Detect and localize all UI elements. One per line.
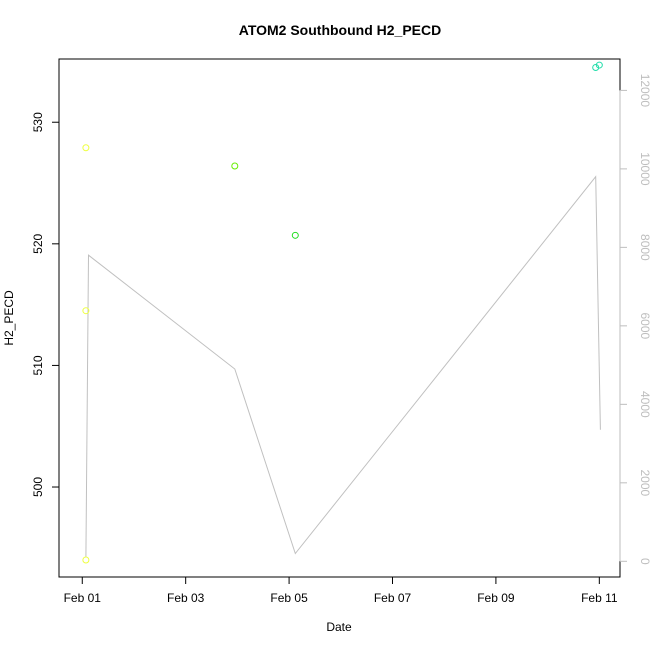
data-point xyxy=(231,162,239,170)
y-tick-label: 520 xyxy=(31,233,45,253)
y2-tick-label: 8000 xyxy=(638,234,650,261)
x-tick-label: Feb 09 xyxy=(477,591,515,605)
y2-tick-label: 0 xyxy=(638,558,650,565)
y-axis-left: 500 510 520 530 xyxy=(31,112,60,497)
x-axis-label: Date xyxy=(326,620,352,634)
y-tick-label: 510 xyxy=(31,355,45,375)
data-point xyxy=(82,144,90,152)
data-point xyxy=(592,64,600,72)
data-point xyxy=(82,307,90,315)
x-axis: Feb 01 Feb 03 Feb 05 Feb 07 Feb 09 Feb 11 xyxy=(64,576,618,605)
y2-tick-label: 4000 xyxy=(638,391,650,418)
y-axis-label: H2_PECD xyxy=(2,290,16,346)
series-line-layer xyxy=(85,175,601,558)
data-point xyxy=(82,556,90,564)
x-tick-label: Feb 05 xyxy=(270,591,308,605)
x-tick-label: Feb 03 xyxy=(167,591,205,605)
data-point xyxy=(291,231,299,239)
plot-frame xyxy=(58,58,621,578)
chart-title: ATOM2 Southbound H2_PECD xyxy=(239,22,441,38)
data-point xyxy=(595,61,603,69)
y-tick-label: 530 xyxy=(31,112,45,132)
y-tick-label: 500 xyxy=(31,477,45,497)
x-tick-label: Feb 07 xyxy=(374,591,412,605)
y2-tick-label: 2000 xyxy=(638,469,650,496)
y2-tick-label: 10000 xyxy=(638,152,650,186)
y-axis-right: 0 2000 4000 6000 8000 10000 12000 xyxy=(619,74,650,565)
series-points-layer xyxy=(82,61,603,564)
series-line xyxy=(85,175,601,558)
y2-tick-label: 6000 xyxy=(638,312,650,339)
x-tick-label: Feb 11 xyxy=(581,591,618,605)
x-tick-label: Feb 01 xyxy=(64,591,102,605)
y2-tick-label: 12000 xyxy=(638,74,650,108)
